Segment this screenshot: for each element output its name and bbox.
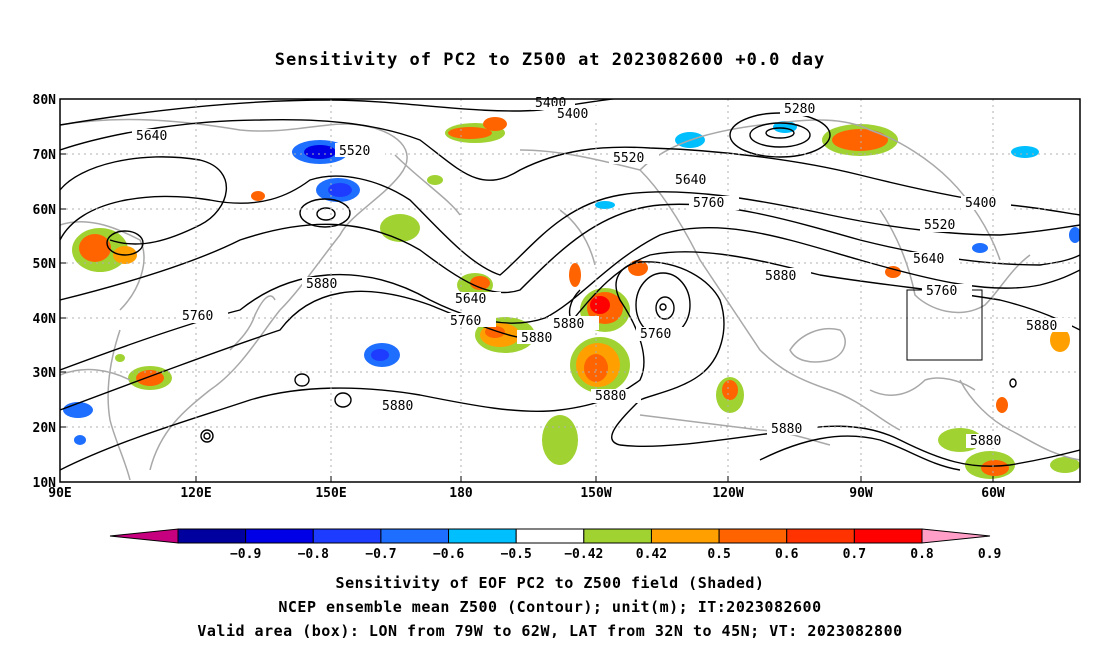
contour-label: 5880 [771,422,802,437]
contour-label: 5640 [455,292,486,307]
contour-label: 5880 [595,389,626,404]
caption-line-1: Sensitivity of EOF PC2 to Z500 field (Sh… [335,574,765,592]
colorbar-segment [448,528,517,544]
contour-label: 5520 [924,218,955,233]
contour-label: 5760 [182,309,213,324]
colorbar-segment [312,528,382,544]
colorbar-segment [515,528,585,544]
lon-label: 90E [48,486,71,501]
contour-label: 5280 [784,102,815,117]
colorbar-label: −0.8 [298,547,329,562]
longitude-labels: 90E 120E 150E 180 150W 120W 90W 60W [48,486,1005,501]
contour-label: 5880 [970,434,1001,449]
latitude-labels: 80N 70N 60N 50N 40N 30N 20N 10N [33,93,57,491]
contour-label: 5880 [306,277,337,292]
contour-label: 5520 [339,144,370,159]
colorbar-segment [177,528,247,544]
colorbar-label: −0.7 [365,547,396,562]
colorbar-label: 0.7 [843,547,866,562]
lat-label: 60N [33,203,57,218]
contour-label: 5880 [553,317,584,332]
contour-label: 5640 [136,129,167,144]
contour-label: 5640 [913,252,944,267]
lat-label: 50N [33,257,57,272]
colorbar-label: 0.6 [775,547,799,562]
axis-ticks [60,98,994,483]
contour-labels: 5400 5400 5280 5400 5520 5520 5520 5640 … [132,96,1072,449]
contour-label: 5880 [765,269,796,284]
lon-label: 90W [849,486,873,501]
lat-label: 80N [33,93,57,108]
colorbar-segment [380,528,450,544]
lat-label: 10N [33,476,57,491]
contour-label: 5520 [613,151,644,166]
contour-label: 5400 [557,107,588,122]
colorbar-label: 0.5 [707,547,730,562]
caption-line-3: Valid area (box): LON from 79W to 62W, L… [197,622,903,640]
lat-label: 40N [33,312,57,327]
contour-label: 5880 [382,399,413,414]
contour-label: 5880 [521,331,552,346]
lon-label: 150E [315,486,346,501]
colorbar-segment [786,528,855,544]
colorbar-segment [718,528,788,544]
contour-label: 5400 [965,196,996,211]
contour-label: 5760 [926,284,957,299]
map-frame [59,98,1081,483]
contour-label: 5760 [693,196,724,211]
colorbar-label: −0.6 [433,547,464,562]
lat-label: 30N [33,366,57,381]
colorbar-label: 0.9 [978,547,1001,562]
lat-label: 70N [33,148,57,163]
colorbar-segment [583,528,652,544]
colorbar-high-triangle [921,528,991,544]
contour-label: 5640 [675,173,706,188]
contour-label: 5760 [640,327,671,342]
lon-label: 60W [981,486,1005,501]
chart-title: Sensitivity of PC2 to Z500 at 2023082600… [274,50,826,70]
colorbar-label: −0.5 [501,547,532,562]
colorbar-label: 0.42 [636,547,667,562]
coastlines [60,118,1080,481]
colorbar-low-triangle [109,528,179,544]
colorbar-segment [650,528,720,544]
colorbar-segment [853,528,923,544]
lon-label: 120W [712,486,743,501]
colorbar-label: −0.9 [230,547,261,562]
contour-label: 5880 [1026,319,1057,334]
contour-label: 5760 [450,314,481,329]
colorbar-label: 0.8 [910,547,934,562]
caption-line-2: NCEP ensemble mean Z500 (Contour); unit(… [278,598,822,616]
lat-label: 20N [33,421,57,436]
lon-label: 150W [580,486,611,501]
colorbar-segment [245,528,314,544]
colorbar: −0.9 −0.8 −0.7 −0.6 −0.5 −0.42 0.42 0.5 0.6 0.7 0.… [109,528,1001,562]
lon-label: 120E [180,486,211,501]
lon-label: 180 [449,486,473,501]
colorbar-label: −0.42 [564,547,603,562]
